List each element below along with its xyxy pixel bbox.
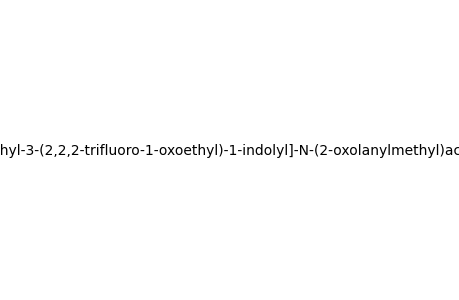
Text: 2-[7-ethyl-3-(2,2,2-trifluoro-1-oxoethyl)-1-indolyl]-N-(2-oxolanylmethyl)acetami: 2-[7-ethyl-3-(2,2,2-trifluoro-1-oxoethyl… xyxy=(0,145,459,158)
